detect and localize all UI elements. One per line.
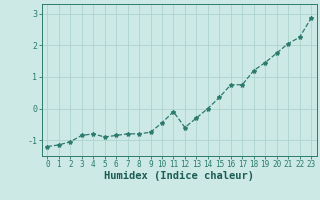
X-axis label: Humidex (Indice chaleur): Humidex (Indice chaleur) (104, 171, 254, 181)
